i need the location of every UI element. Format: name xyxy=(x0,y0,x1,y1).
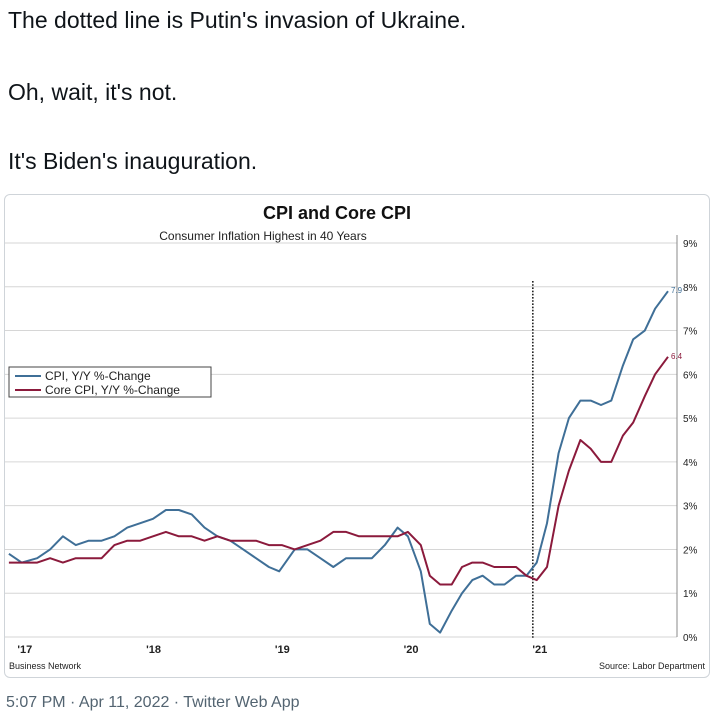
chart-grid xyxy=(5,235,678,638)
y-tick-label: 7% xyxy=(683,327,698,338)
cpi-chart: 7.9 6.4 0% 1% 2% 3% 4% 5% 6% 7% 8% 9% '17 '18 '19 '20 '… xyxy=(5,203,706,671)
legend-label-core-cpi: Core CPI, Y/Y %-Change xyxy=(45,383,180,397)
y-tick-label: 5% xyxy=(683,414,698,425)
y-tick-label: 8% xyxy=(683,283,698,294)
y-tick-label: 4% xyxy=(683,458,698,469)
chart-subtitle: Consumer Inflation Highest in 40 Years xyxy=(159,229,366,243)
x-tick-label: '20 xyxy=(404,644,419,656)
y-tick-label: 9% xyxy=(683,239,698,250)
chart-title: CPI and Core CPI xyxy=(263,203,411,223)
chart-source: Source: Labor Department xyxy=(599,661,706,671)
core-cpi-end-label: 6.4 xyxy=(671,352,683,361)
x-tick-label: '19 xyxy=(275,644,290,656)
tweet-timestamp: 5:07 PM · Apr 11, 2022 · Twitter Web App xyxy=(6,694,300,711)
tweet-text-line-2: Oh, wait, it's not. xyxy=(8,79,178,105)
x-tick-label: '17 xyxy=(17,644,32,656)
y-tick-label: 0% xyxy=(683,633,698,644)
x-tick-label: '18 xyxy=(146,644,161,656)
y-tick-label: 3% xyxy=(683,502,698,513)
chart-ticks: 0% 1% 2% 3% 4% 5% 6% 7% 8% 9% '17 '18 '19 '20 '21 xyxy=(17,239,697,656)
cpi-end-label: 7.9 xyxy=(671,286,683,295)
series-cpi-line xyxy=(8,290,669,634)
chart-credit: Business Network xyxy=(9,661,82,671)
y-tick-label: 6% xyxy=(683,370,698,381)
chart-legend: CPI, Y/Y %-Change Core CPI, Y/Y %-Change xyxy=(8,366,212,398)
y-tick-label: 1% xyxy=(683,589,698,600)
y-tick-label: 2% xyxy=(683,545,698,556)
series-core-cpi-line xyxy=(8,356,669,586)
x-tick-label: '21 xyxy=(532,644,547,656)
tweet-text-line-3: It's Biden's inauguration. xyxy=(8,148,258,174)
chart-image[interactable]: 7.9 6.4 0% 1% 2% 3% 4% 5% 6% 7% 8% 9% '17 '18 '19 '20 '… xyxy=(4,194,710,678)
chart-series: 7.9 6.4 xyxy=(8,286,683,634)
tweet-text-line-1: The dotted line is Putin's invasion of U… xyxy=(8,7,467,33)
legend-label-cpi: CPI, Y/Y %-Change xyxy=(45,369,151,383)
